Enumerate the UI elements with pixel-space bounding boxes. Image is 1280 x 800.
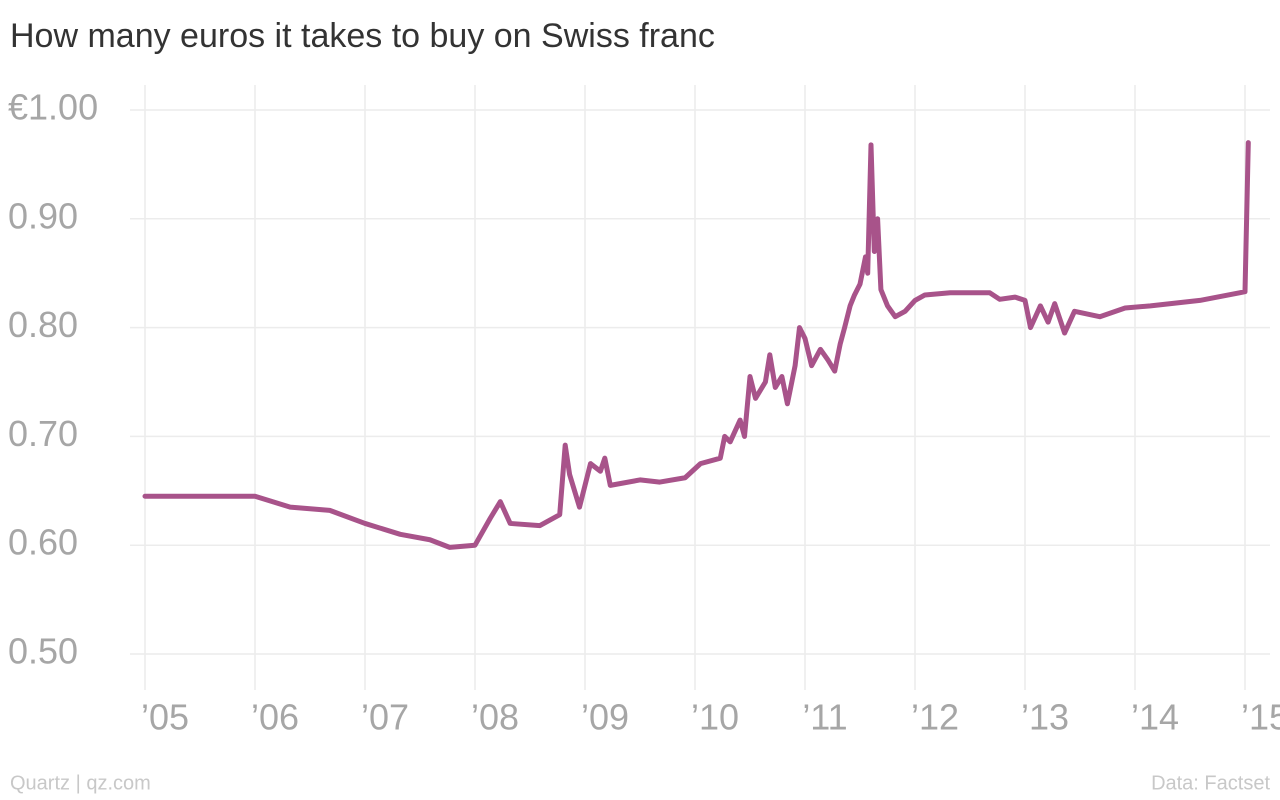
line-series [142,140,1251,550]
x-tick-label: ’12 [911,697,959,738]
x-tick-label: ’05 [141,697,189,738]
x-tick-label: ’10 [691,697,739,738]
x-tick-label: ’09 [581,697,629,738]
x-tick-label: ’11 [802,697,847,738]
source-left: Quartz | qz.com [10,772,151,794]
y-tick-label: 0.60 [8,522,78,563]
y-tick-label: 0.70 [8,413,78,454]
x-tick-label: ’14 [1131,697,1179,738]
source-right: Data: Factset [1151,772,1270,794]
chart-title: How many euros it takes to buy on Swiss … [10,17,715,55]
y-tick-label: 0.50 [8,631,78,672]
x-tick-label: ’15 [1241,697,1280,738]
y-tick-label: 0.90 [8,195,78,236]
x-tick-label: ’06 [251,697,299,738]
y-tick-label: €1.00 [8,87,98,128]
y-tick-label: 0.80 [8,304,78,345]
x-tick-label: ’08 [471,697,519,738]
x-tick-label: ’13 [1021,697,1069,738]
x-tick-label: ’07 [361,697,409,738]
